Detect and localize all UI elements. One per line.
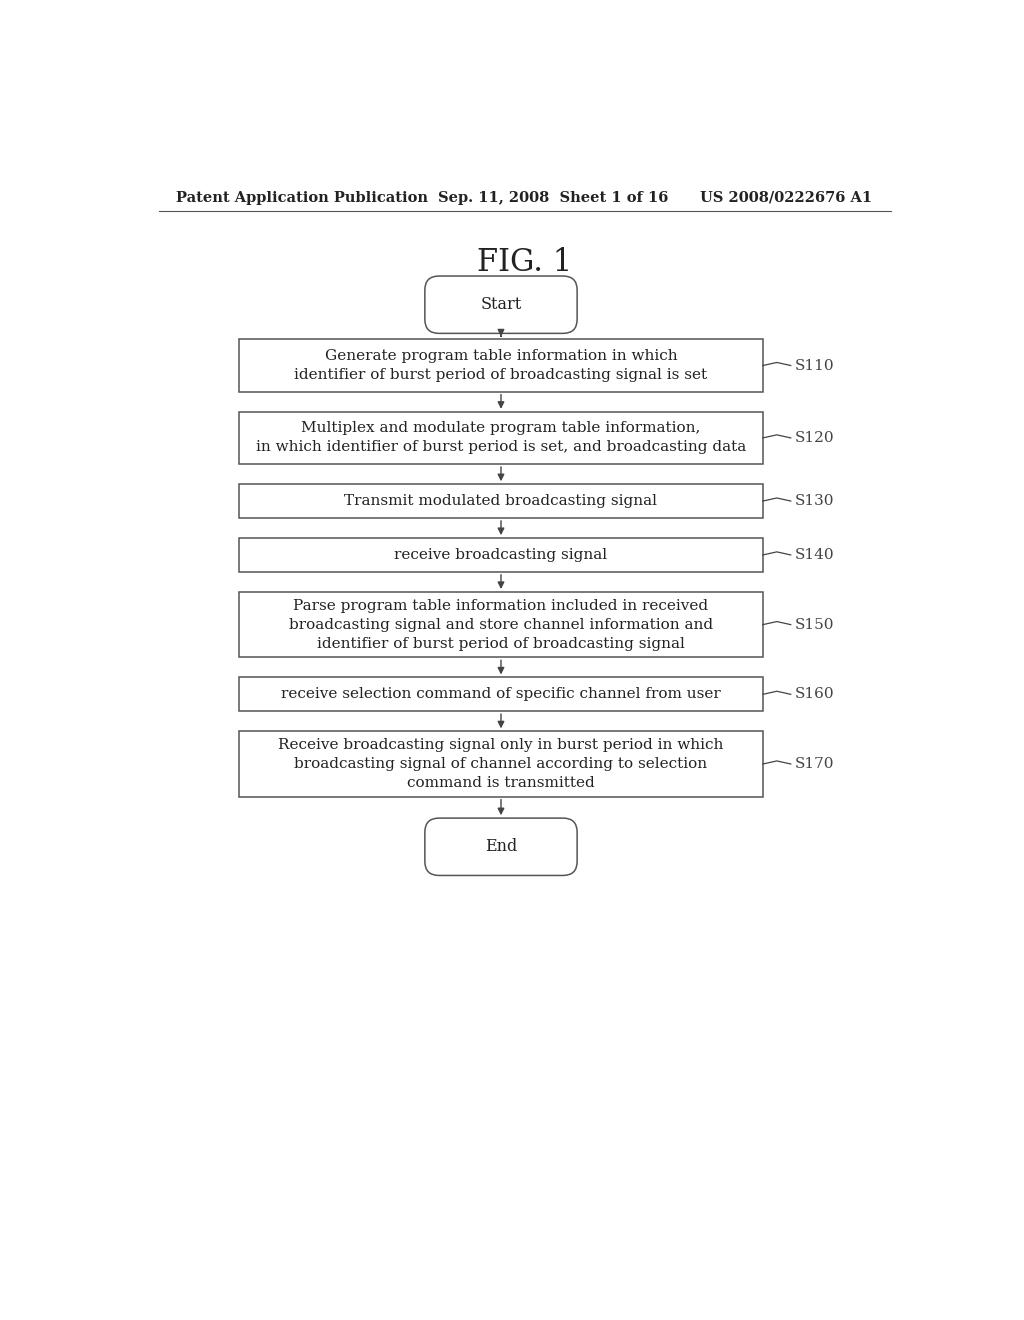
- Text: S170: S170: [795, 756, 835, 771]
- Text: End: End: [485, 838, 517, 855]
- Text: receive selection command of specific channel from user: receive selection command of specific ch…: [282, 688, 721, 701]
- Text: FIG. 1: FIG. 1: [477, 247, 572, 279]
- FancyBboxPatch shape: [425, 818, 578, 875]
- Text: S160: S160: [795, 688, 835, 701]
- Text: S120: S120: [795, 430, 835, 445]
- Bar: [240, 339, 763, 392]
- Bar: [240, 484, 763, 517]
- Bar: [240, 412, 763, 465]
- Bar: [240, 539, 763, 572]
- Bar: [240, 731, 763, 797]
- Text: US 2008/0222676 A1: US 2008/0222676 A1: [699, 190, 872, 205]
- Text: receive broadcasting signal: receive broadcasting signal: [394, 548, 607, 562]
- Text: Sep. 11, 2008  Sheet 1 of 16: Sep. 11, 2008 Sheet 1 of 16: [438, 190, 669, 205]
- Bar: [240, 677, 763, 711]
- Text: Start: Start: [480, 296, 521, 313]
- Text: Generate program table information in which
identifier of burst period of broadc: Generate program table information in wh…: [295, 348, 708, 381]
- Text: S130: S130: [795, 494, 835, 508]
- Text: Multiplex and modulate program table information,
in which identifier of burst p: Multiplex and modulate program table inf…: [256, 421, 746, 454]
- Text: S150: S150: [795, 618, 835, 632]
- Text: S110: S110: [795, 359, 835, 372]
- Text: Patent Application Publication: Patent Application Publication: [176, 190, 428, 205]
- Text: Receive broadcasting signal only in burst period in which
broadcasting signal of: Receive broadcasting signal only in burs…: [279, 738, 724, 789]
- Text: S140: S140: [795, 548, 835, 562]
- Text: Transmit modulated broadcasting signal: Transmit modulated broadcasting signal: [344, 494, 657, 508]
- Text: Parse program table information included in received
broadcasting signal and sto: Parse program table information included…: [289, 599, 713, 651]
- FancyBboxPatch shape: [425, 276, 578, 334]
- Bar: [240, 591, 763, 657]
